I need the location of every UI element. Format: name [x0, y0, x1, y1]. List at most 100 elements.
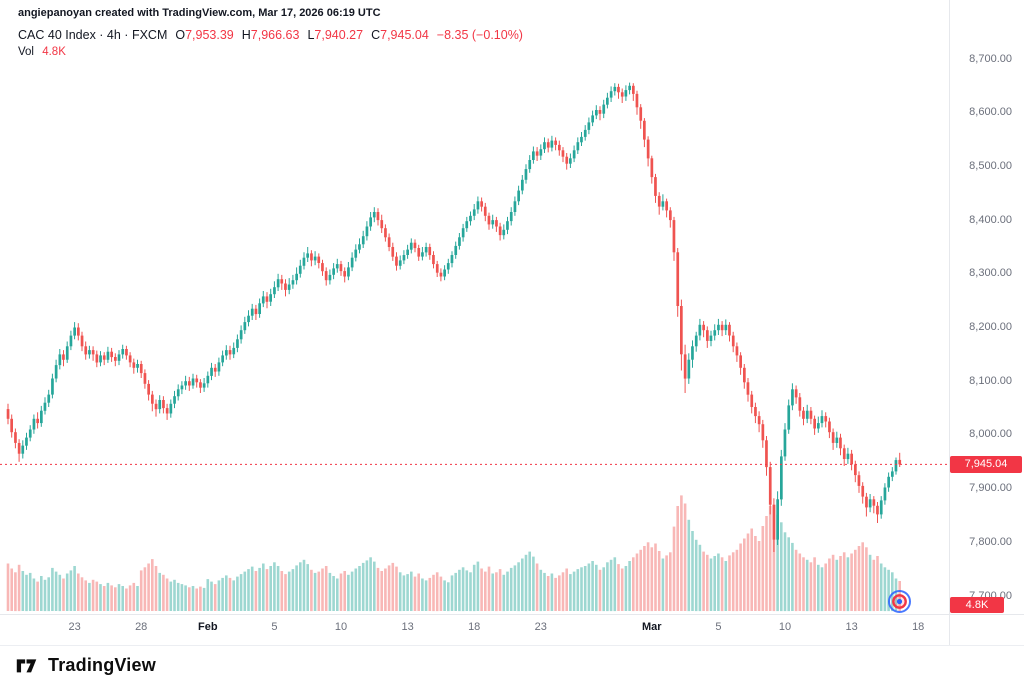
candle-body	[580, 136, 583, 143]
time-tick: 5	[271, 621, 278, 633]
candle-body	[842, 448, 846, 459]
volume-bar	[165, 578, 169, 611]
volume-bar	[143, 567, 147, 612]
volume-bar	[14, 572, 17, 612]
volume-bar	[805, 559, 809, 612]
volume-bar	[321, 568, 324, 611]
volume-bar	[676, 506, 679, 611]
candle-body	[506, 221, 509, 230]
volume-bar	[876, 556, 879, 611]
candle-body	[84, 346, 88, 355]
candle-body	[225, 350, 228, 356]
candle-body	[424, 247, 428, 253]
candle-body	[868, 499, 872, 508]
candle-body	[391, 247, 395, 257]
candle-body	[472, 209, 476, 216]
candle-body	[550, 140, 554, 148]
volume-bar	[354, 568, 358, 611]
volume-bar	[21, 571, 25, 611]
candle-body	[273, 287, 276, 295]
candle-body	[569, 158, 572, 164]
time-tick: 10	[778, 621, 792, 633]
candle-body	[25, 437, 28, 446]
volume-bar	[450, 575, 454, 611]
candle-body	[54, 365, 58, 379]
candle-body	[513, 201, 517, 212]
candle-body	[831, 432, 835, 443]
candle-body	[58, 354, 62, 366]
target-marker-icon	[888, 590, 912, 613]
candle-body	[854, 464, 857, 476]
candle-body	[628, 85, 631, 91]
volume-bar	[232, 580, 235, 611]
volume-bar	[284, 574, 287, 611]
volume-bar	[62, 578, 65, 611]
volume-bar	[154, 566, 158, 611]
volume-bar	[424, 580, 428, 611]
candle-body	[217, 362, 221, 372]
volume-bar	[406, 574, 409, 611]
candle-body	[51, 378, 54, 395]
volume-bar	[502, 574, 506, 612]
legend-ohlc-row: CAC 40 Index · 4h · FXCM O7,953.39 H7,96…	[18, 28, 523, 42]
candle-body	[40, 410, 43, 424]
candle-body	[694, 335, 698, 347]
volume-bar	[480, 568, 483, 611]
symbol-title[interactable]: CAC 40 Index · 4h · FXCM	[18, 28, 168, 42]
volume-bar	[80, 577, 84, 612]
volume-bar	[776, 514, 779, 612]
candle-body	[354, 249, 358, 258]
volume-bar	[302, 559, 306, 612]
volume-bar	[750, 528, 753, 611]
volume-bar	[791, 542, 794, 611]
volume-bar	[213, 584, 217, 611]
volume-bar	[413, 576, 417, 611]
volume-bar	[454, 572, 457, 611]
volume-bar	[787, 537, 790, 612]
volume-bar	[868, 554, 872, 612]
volume-bar	[99, 584, 102, 611]
volume-bar	[77, 573, 80, 611]
volume-bar	[709, 558, 713, 611]
candle-body	[724, 324, 728, 331]
price-tick: 8,300.00	[969, 267, 1012, 280]
candle-body	[102, 355, 106, 360]
volume-bar	[95, 581, 99, 611]
candle-body	[650, 158, 654, 178]
volume-bar	[106, 582, 110, 611]
volume-bar	[395, 566, 398, 611]
candle-body	[402, 255, 406, 261]
candle-body	[717, 324, 720, 331]
volume-bar	[865, 547, 868, 612]
volume-bar	[813, 557, 816, 612]
volume-bar	[273, 562, 276, 612]
volume-bar	[254, 571, 258, 611]
volume-bar	[336, 578, 339, 611]
price-axis[interactable]: 8,700.00 8,600.00 8,500.00 8,400.00 8,300.00…	[954, 0, 1012, 645]
volume-bar	[217, 580, 221, 611]
volume-bar	[772, 504, 776, 612]
volume-bar	[728, 555, 731, 611]
time-axis[interactable]: 23 28 Feb 5 10 13 18 23 Mar 5 10 13 18	[0, 620, 1024, 636]
candle-body	[713, 330, 717, 336]
attribution-text: angiepanoyan created with TradingView.co…	[18, 7, 381, 19]
time-axis-separator	[0, 614, 1024, 615]
volume-bar	[879, 563, 883, 611]
candle-body	[728, 324, 731, 336]
candle-body	[798, 397, 802, 411]
candle-body	[95, 354, 99, 363]
time-tick: 13	[401, 621, 414, 633]
volume-bar	[43, 579, 47, 612]
tradingview-logo[interactable]: TradingView	[14, 652, 156, 678]
candle-body	[295, 273, 298, 281]
candle-body	[476, 201, 480, 210]
volume-bar	[809, 562, 813, 612]
candle-body	[783, 429, 787, 457]
candle-body	[361, 236, 365, 245]
volume-bar	[310, 569, 313, 612]
volume-bar	[609, 559, 613, 612]
candle-body	[276, 279, 280, 288]
volume-bar	[861, 542, 864, 612]
candle-body	[88, 350, 91, 355]
